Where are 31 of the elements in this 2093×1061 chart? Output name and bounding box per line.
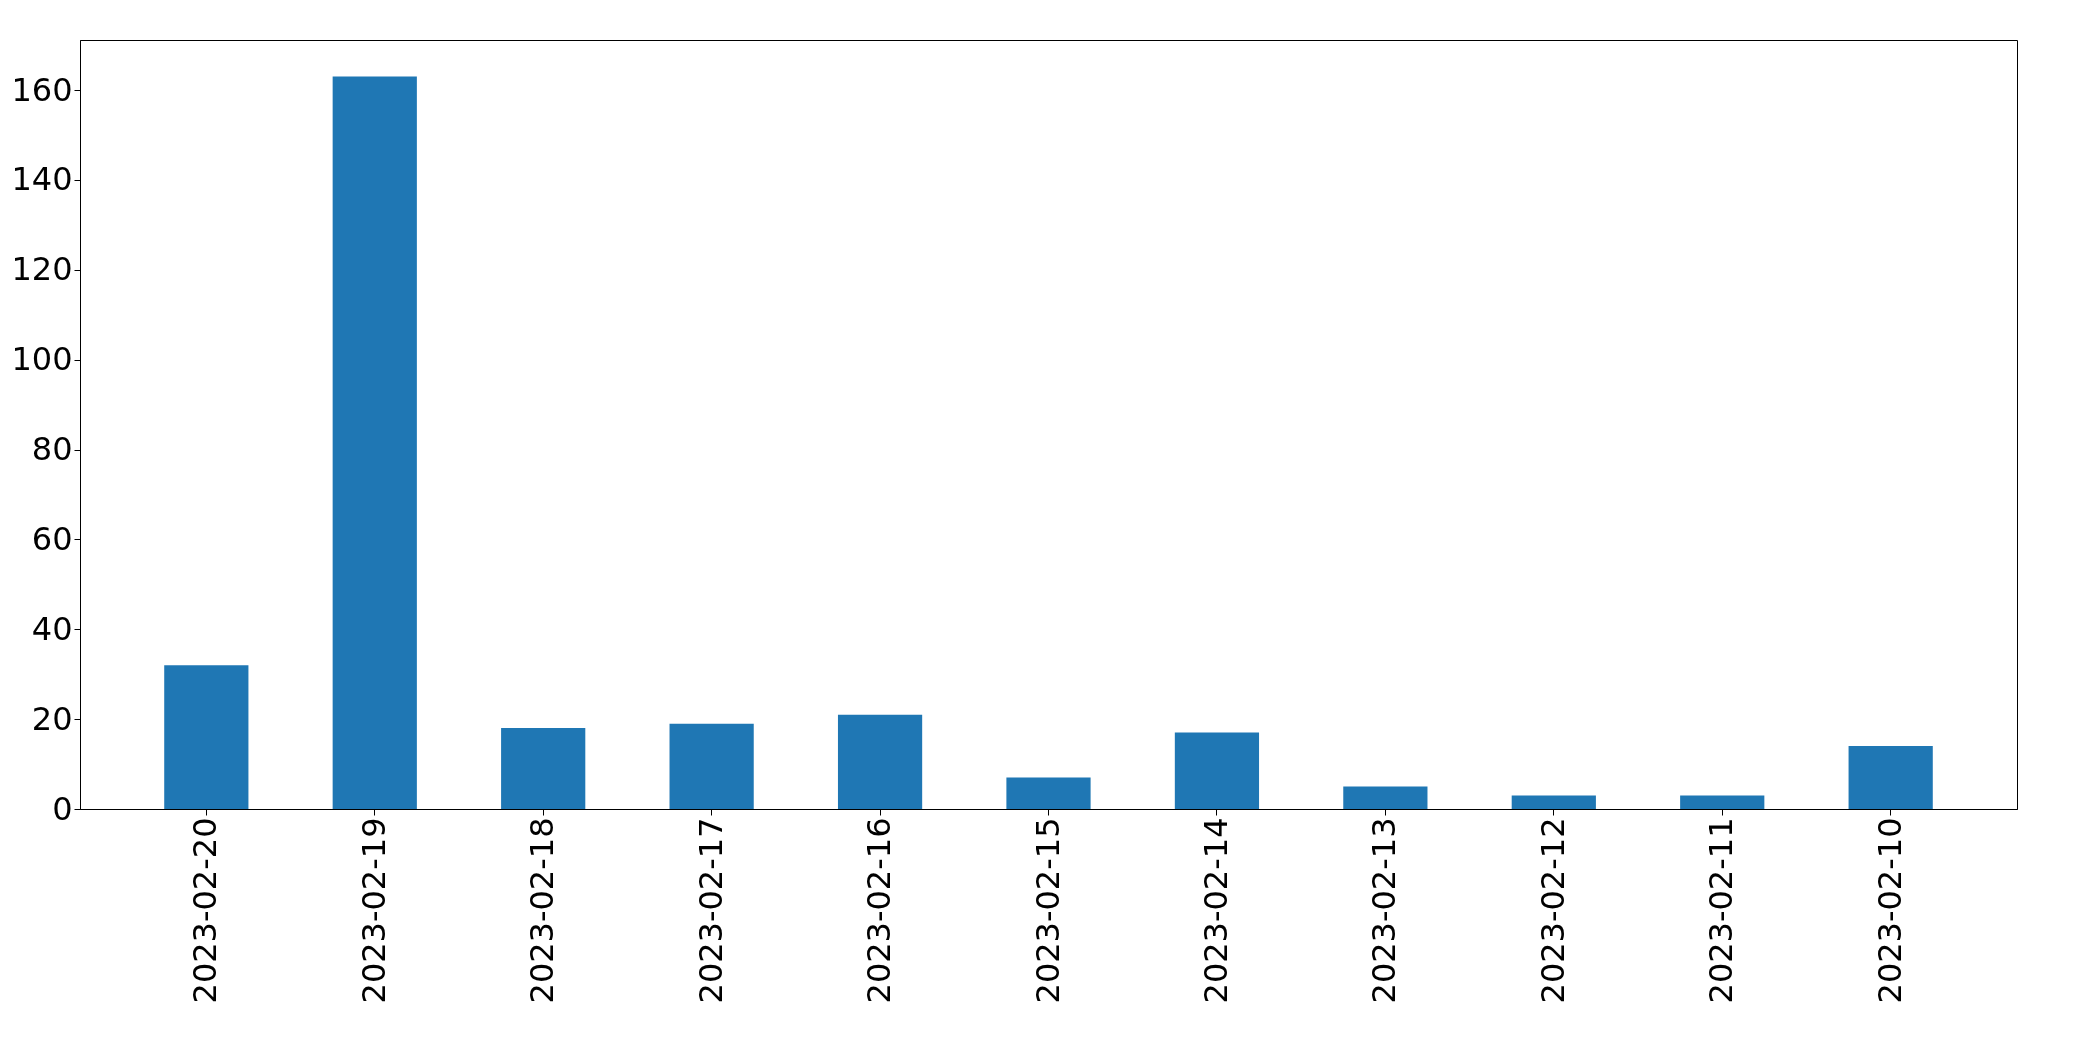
y-tick-label: 0 xyxy=(52,789,73,828)
x-tick-label: 2023-02-12 xyxy=(1533,817,1572,1004)
x-tick-label: 2023-02-16 xyxy=(860,817,899,1004)
bar xyxy=(1343,786,1428,809)
x-tick-label: 2023-02-10 xyxy=(1870,817,1909,1004)
bar xyxy=(1680,795,1765,809)
bar xyxy=(1006,777,1091,809)
y-tick-label: 160 xyxy=(11,70,73,109)
x-tick-label: 2023-02-13 xyxy=(1365,817,1404,1004)
x-tick-label: 2023-02-17 xyxy=(691,817,730,1004)
y-tick-label: 80 xyxy=(31,430,73,469)
bar xyxy=(332,76,417,809)
bar xyxy=(669,723,754,809)
x-tick-label: 2023-02-19 xyxy=(354,817,393,1004)
bar xyxy=(1848,746,1933,809)
x-tick-label: 2023-02-20 xyxy=(186,817,225,1004)
y-tick-label: 120 xyxy=(11,250,73,289)
y-tick-label: 40 xyxy=(31,609,73,648)
x-tick-label: 2023-02-11 xyxy=(1702,817,1741,1004)
y-tick-label: 20 xyxy=(31,699,73,738)
bar xyxy=(164,665,249,809)
y-tick-label: 60 xyxy=(31,519,73,558)
bar xyxy=(1511,795,1596,809)
y-tick-label: 140 xyxy=(11,160,73,199)
bar xyxy=(837,714,923,809)
x-tick-label: 2023-02-14 xyxy=(1196,817,1235,1004)
x-tick-label: 2023-02-18 xyxy=(523,817,562,1004)
x-tick-label: 2023-02-15 xyxy=(1028,817,1067,1004)
bar xyxy=(1174,732,1260,809)
bar xyxy=(501,728,586,809)
y-tick-label: 100 xyxy=(11,340,73,379)
